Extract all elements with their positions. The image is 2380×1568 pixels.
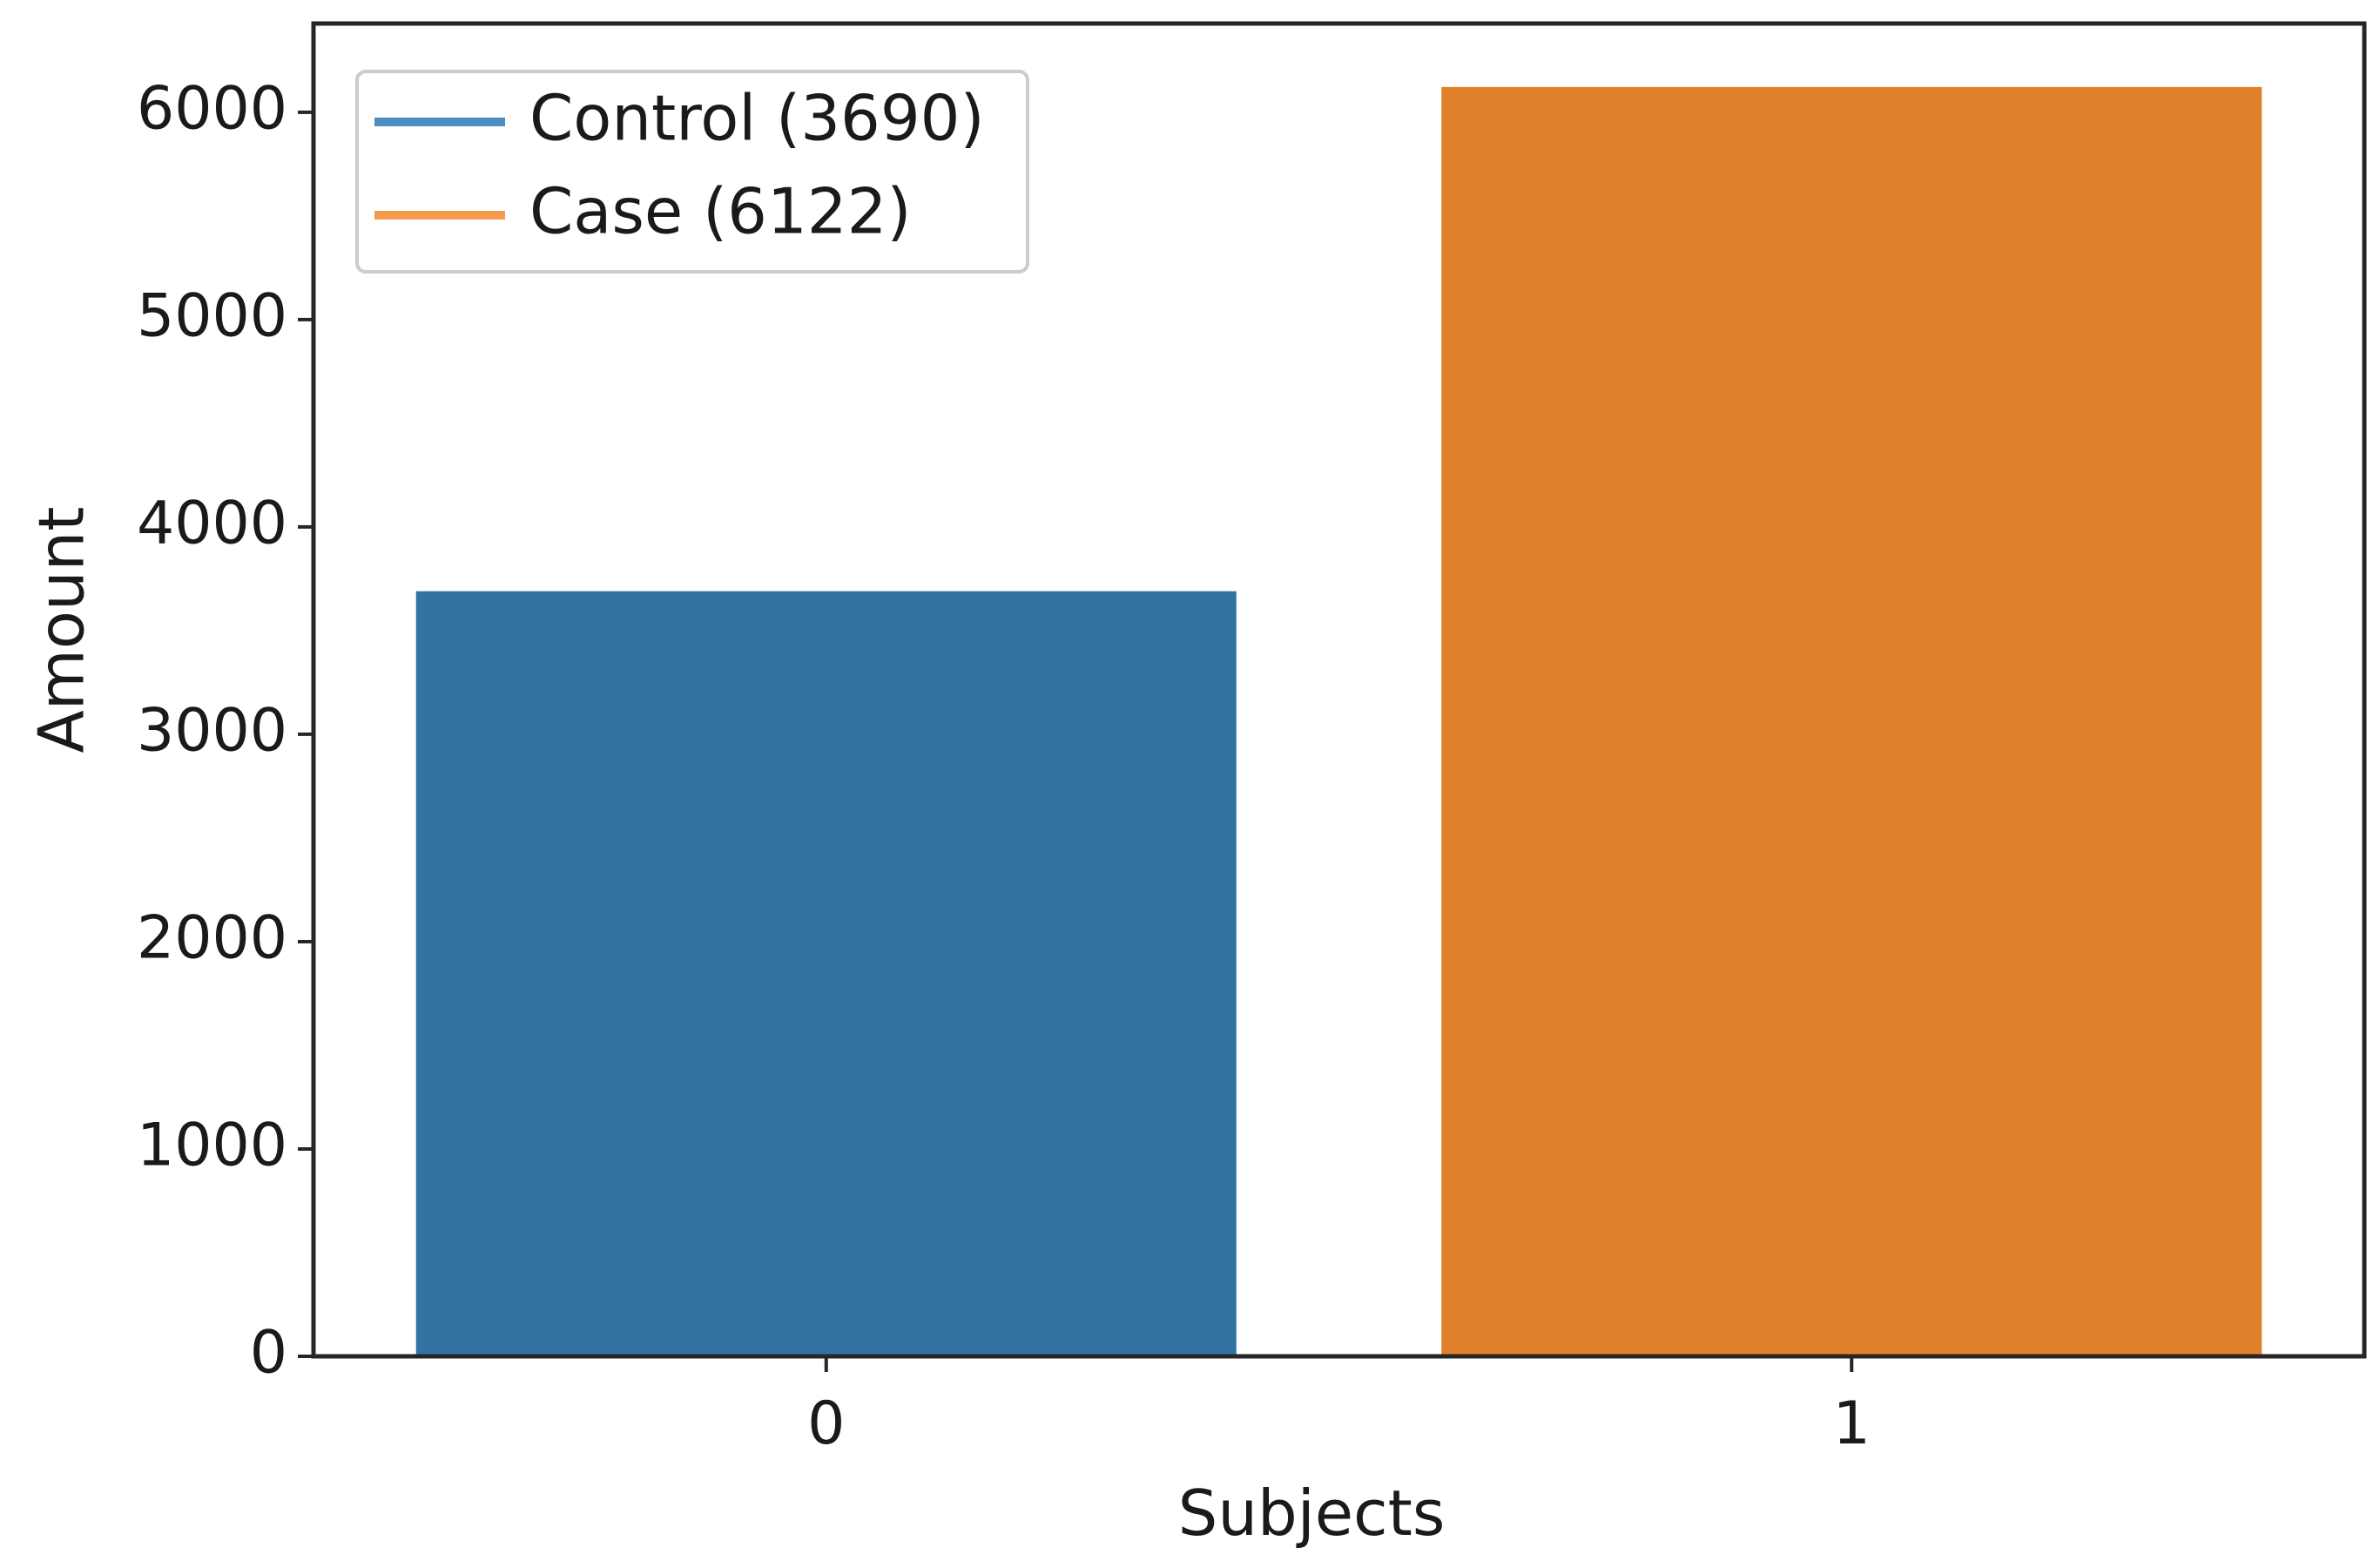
y-tick-label: 4000: [137, 489, 287, 558]
bars-group: [415, 86, 2262, 1356]
legend-label-control: Control (3690): [529, 82, 985, 155]
legend-box: [355, 70, 1029, 274]
legend: Control (3690) Case (6122): [355, 70, 1029, 274]
y-tick-label: 6000: [137, 74, 287, 143]
y-axis: 0 1000 2000 3000 4000 5000 6000: [137, 74, 314, 1388]
x-tick-label: 1: [1833, 1389, 1871, 1458]
y-tick-label: 1000: [137, 1112, 287, 1180]
x-axis-title: Subjects: [1178, 1477, 1446, 1550]
x-tick-label: 0: [807, 1389, 845, 1458]
bar-1: [1441, 86, 2262, 1356]
y-axis-title: Amount: [25, 507, 98, 754]
y-tick-label: 5000: [137, 281, 287, 350]
y-tick-label: 2000: [137, 904, 287, 973]
bar-0: [415, 591, 1237, 1356]
plot-frame: [311, 21, 2367, 1359]
y-tick-label: 3000: [137, 696, 287, 765]
y-tick-label: 0: [250, 1319, 287, 1388]
legend-label-case: Case (6122): [529, 175, 912, 248]
